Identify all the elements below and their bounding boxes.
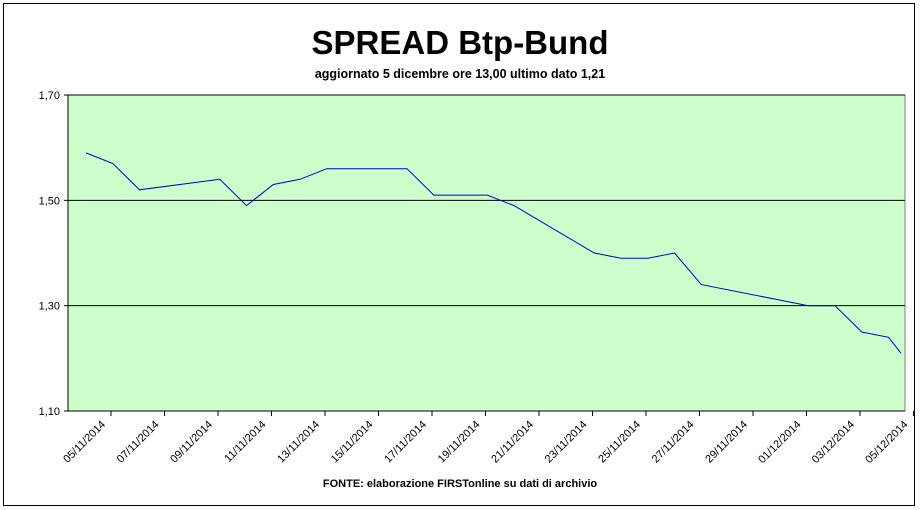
series-line-spread [85, 152, 902, 354]
chart-subtitle: aggiornato 5 dicembre ore 13,00 ultimo d… [314, 67, 606, 81]
chart-title: SPREAD Btp-Bund [311, 24, 609, 61]
y-axis: 1,10 1,30 1,50 1,70 [39, 90, 69, 418]
x-tick-label: 11/11/2014 [222, 419, 268, 465]
source-note: FONTE: elaborazione FIRSTonline su dati … [322, 478, 598, 490]
y-tick-label: 1,10 [39, 406, 60, 418]
x-tick-label: 07/11/2014 [115, 419, 162, 466]
y-tick-label: 1,70 [39, 90, 60, 102]
x-tick-label: 13/11/2014 [275, 419, 322, 466]
x-tick-label: 23/11/2014 [543, 419, 590, 466]
gridlines [68, 94, 905, 307]
x-tick-label: 03/12/2014 [810, 419, 857, 466]
x-tick-label: 05/12/2014 [863, 419, 910, 466]
x-tick-label: 01/12/2014 [756, 419, 803, 466]
x-tick-label: 27/11/2014 [650, 419, 697, 466]
x-tick-label: 19/11/2014 [436, 419, 483, 466]
x-tick-label: 05/11/2014 [61, 419, 108, 466]
x-tick-label: 17/11/2014 [382, 419, 429, 466]
plot-area [67, 94, 906, 412]
x-tick-label: 21/11/2014 [489, 419, 536, 466]
y-tick-label: 1,30 [39, 301, 60, 313]
x-tick-label: 09/11/2014 [168, 419, 215, 466]
series-group [85, 152, 902, 354]
x-tick-label: 25/11/2014 [596, 419, 643, 466]
y-tick-label: 1,50 [39, 195, 60, 207]
x-axis: 05/11/2014 07/11/2014 09/11/2014 11/11/2014… [61, 410, 914, 466]
x-tick-label: 15/11/2014 [329, 419, 376, 466]
x-tick-label: 29/11/2014 [703, 419, 750, 466]
